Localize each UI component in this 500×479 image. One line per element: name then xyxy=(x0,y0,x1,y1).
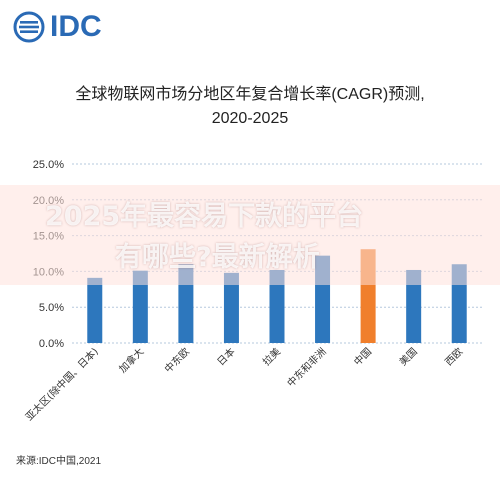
x-tick-label: 日本 xyxy=(214,345,237,368)
watermark-text-line2: 有哪些?最新解析 xyxy=(115,242,320,273)
y-tick-label: 10.0% xyxy=(33,266,64,278)
bar xyxy=(132,270,148,343)
x-tick-label: 西欧 xyxy=(443,346,466,369)
bar xyxy=(406,269,422,343)
x-tick-label: 中东和非洲 xyxy=(284,345,329,390)
idc-logo: IDC xyxy=(12,10,102,44)
x-tick-label: 加拿大 xyxy=(116,345,146,375)
chart-title: 全球物联网市场分地区年复合增长率(CAGR)预测, xyxy=(75,86,425,103)
y-tick-label: 25.0% xyxy=(33,159,64,171)
bar xyxy=(178,264,194,343)
bar xyxy=(223,272,239,343)
globe-icon xyxy=(13,11,45,43)
bar xyxy=(451,264,467,343)
x-tick-label: 中东欧 xyxy=(162,345,192,375)
y-tick-label: 0.0% xyxy=(39,338,64,350)
x-tick-label: 中国 xyxy=(351,345,374,368)
bar xyxy=(360,249,376,343)
chart-subtitle: 2020-2025 xyxy=(211,110,289,127)
bar xyxy=(87,277,103,343)
x-tick-label: 美国 xyxy=(396,345,419,368)
logo-text: IDC xyxy=(50,10,102,43)
x-tick-label: 亚太区(除中国、日本) xyxy=(23,345,101,423)
watermark-text-line1: 2025年最容易下款的平台 xyxy=(45,201,364,232)
source-note: 来源:IDC中国,2021 xyxy=(16,456,102,467)
bar xyxy=(269,269,285,343)
x-tick-label: 拉美 xyxy=(260,345,283,368)
y-tick-label: 5.0% xyxy=(39,302,64,314)
